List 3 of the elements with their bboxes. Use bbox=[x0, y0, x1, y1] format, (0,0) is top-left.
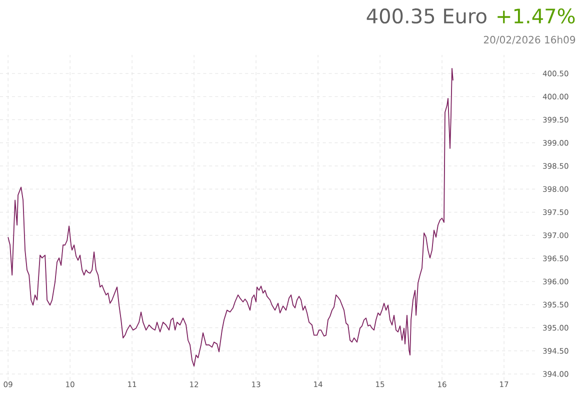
chart-title: 400.35 Euro bbox=[366, 8, 486, 24]
text: +1.47% bbox=[498, 8, 575, 24]
chart-subtitle: 20/02/2026 16h09 bbox=[484, 36, 576, 44]
